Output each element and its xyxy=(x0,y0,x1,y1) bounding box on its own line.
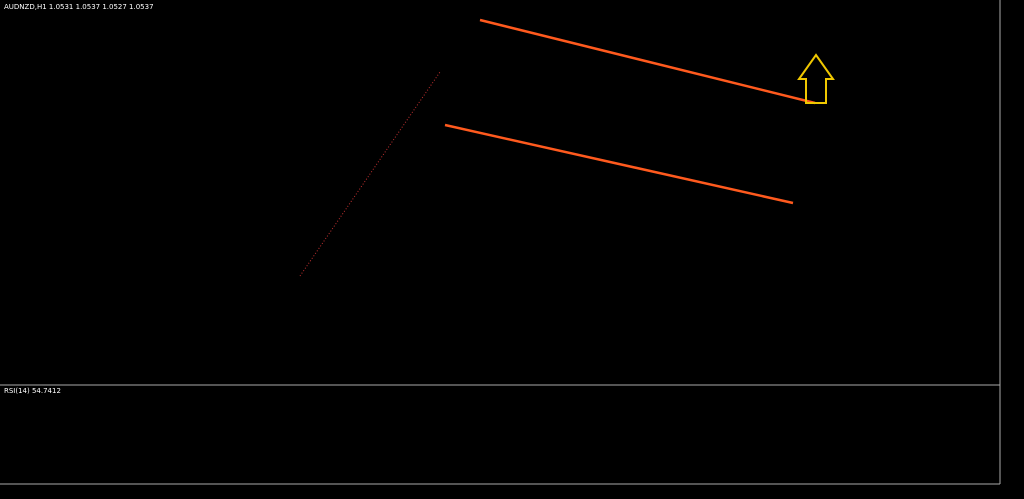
channel-upper xyxy=(479,18,816,105)
arrow-up xyxy=(797,53,835,104)
channel-lower xyxy=(444,123,794,205)
fibo-trend xyxy=(299,71,441,277)
rsi-title: RSI(14) 54.7412 xyxy=(4,387,61,395)
chart-title: AUDNZD,H1 1.0531 1.0537 1.0527 1.0537 xyxy=(4,3,154,11)
